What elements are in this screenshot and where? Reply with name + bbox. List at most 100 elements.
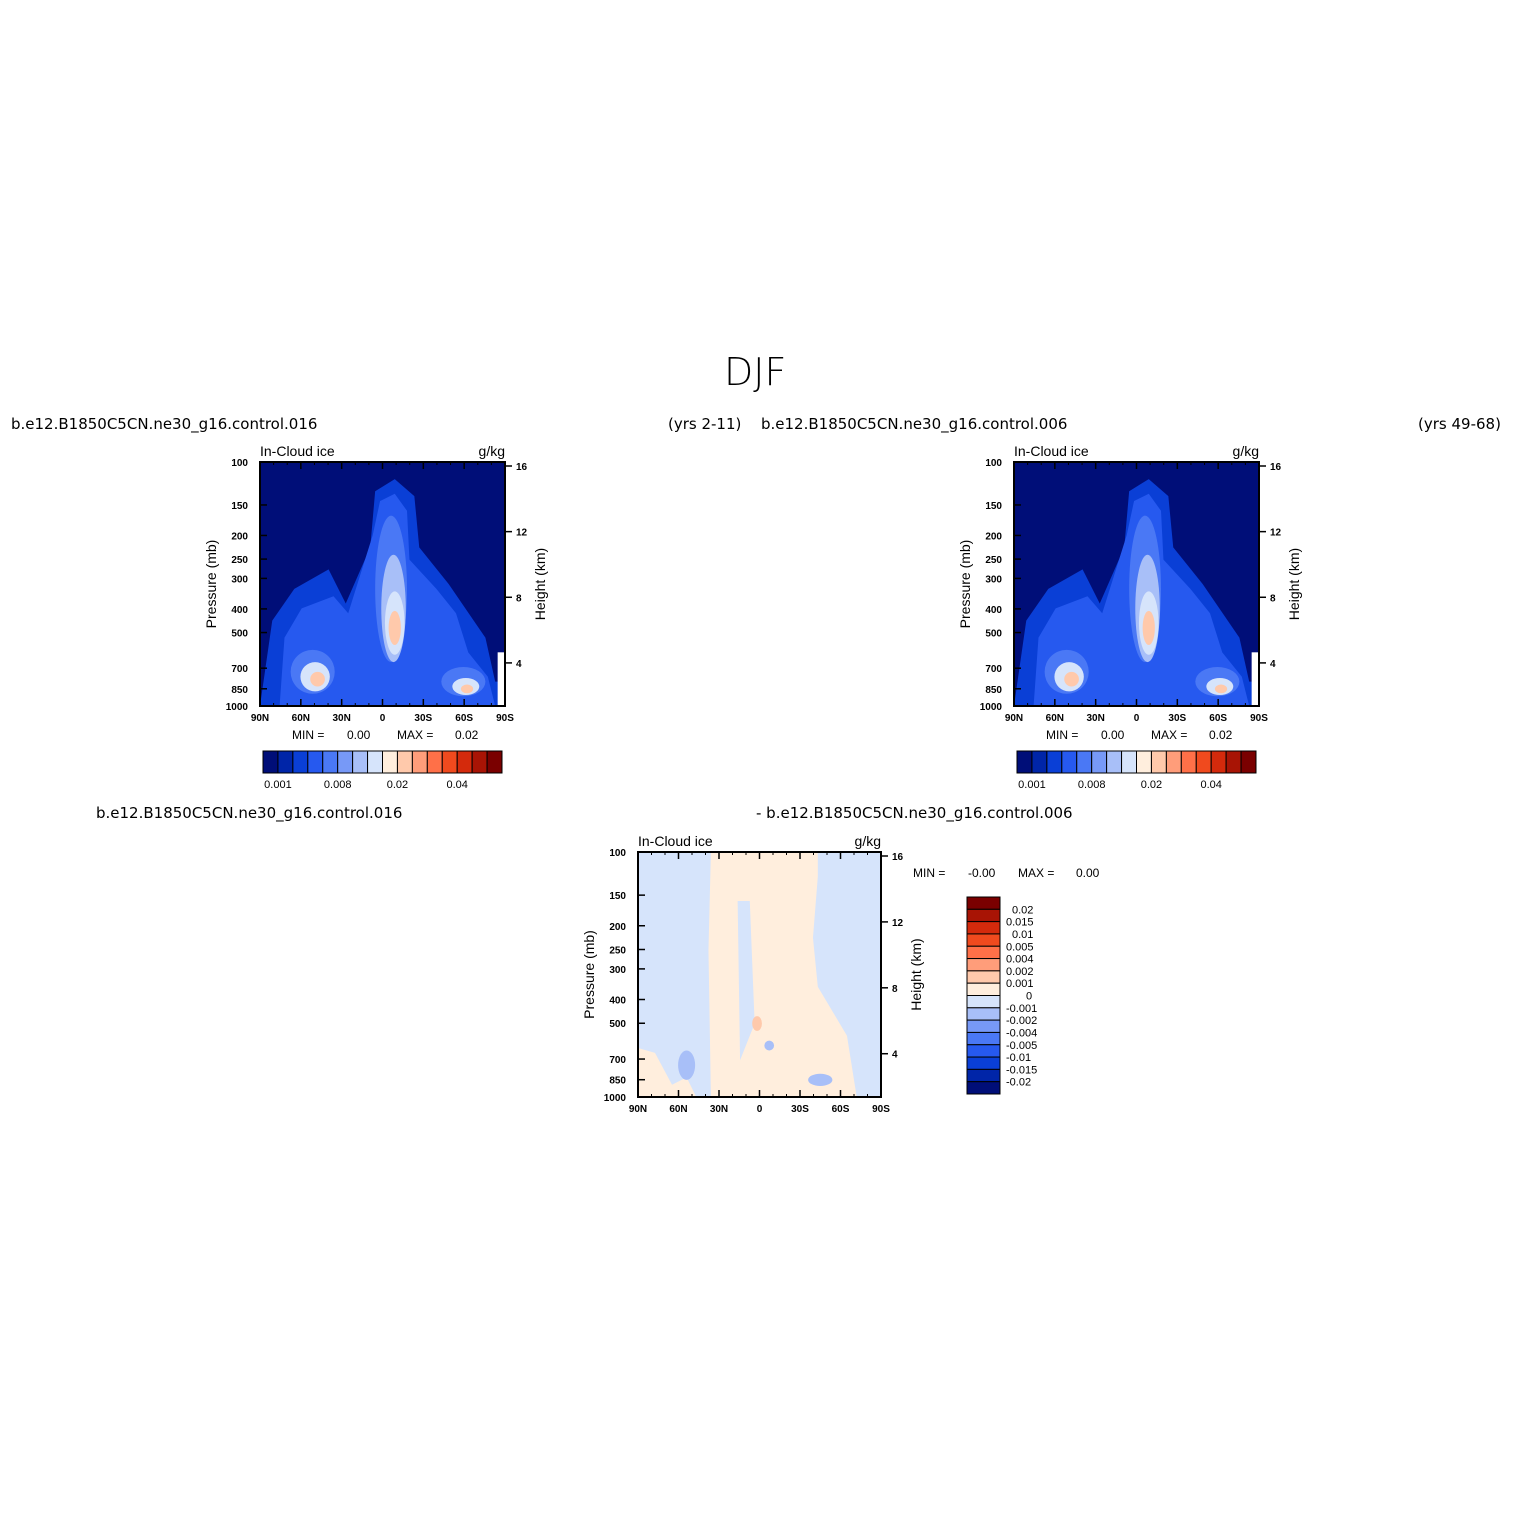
y2-tick-label: 12 — [1270, 528, 1282, 539]
y2-tick-label: 16 — [516, 462, 528, 473]
plot-left-label: In-Cloud ice — [1014, 443, 1089, 459]
y-tick-label: 150 — [985, 501, 1002, 512]
x-tick-label: 30N — [710, 1104, 728, 1115]
plot-left-label: In-Cloud ice — [638, 833, 713, 849]
y2-tick-label: 12 — [892, 918, 904, 929]
y2-tick-label: 16 — [892, 852, 904, 863]
y-tick-label: 400 — [609, 996, 626, 1007]
y-tick-label: 250 — [609, 945, 626, 956]
masked-region — [497, 652, 505, 706]
colorbar-label: 0.015 — [1006, 917, 1034, 929]
y-tick-label: 250 — [231, 555, 248, 566]
y-tick-label: 850 — [609, 1076, 626, 1087]
x-tick-label: 0 — [380, 713, 386, 724]
masked-region — [1251, 652, 1259, 706]
colorbar-label: 0.008 — [1078, 779, 1106, 791]
colorbar-box — [966, 970, 1001, 984]
y2-tick-label: 16 — [1270, 462, 1282, 473]
y-tick-label: 300 — [231, 574, 248, 585]
colorbar-box — [966, 1044, 1001, 1058]
colorbar-label: 0.002 — [1006, 966, 1034, 978]
colorbar-box — [966, 1019, 1001, 1033]
colorbar-box — [966, 896, 1001, 910]
min-label: MIN = — [913, 866, 945, 880]
colorbar-label: 0.02 — [387, 779, 408, 791]
x-tick-label: 90S — [872, 1104, 890, 1115]
top-left-case-label: b.e12.B1850C5CN.ne30_g16.control.016 — [11, 415, 318, 433]
colorbar-label: -0.001 — [1006, 1003, 1037, 1015]
max-value: 0.02 — [1209, 728, 1233, 742]
page-title: DJF — [724, 350, 787, 394]
y-tick-label: 150 — [231, 501, 248, 512]
y-tick-label: 400 — [985, 605, 1002, 616]
max-label: MAX = — [397, 728, 433, 742]
colorbar-label: -0.02 — [1006, 1077, 1031, 1089]
colorbar-label: -0.002 — [1006, 1015, 1037, 1027]
bottom-case-b-label: - b.e12.B1850C5CN.ne30_g16.control.006 — [756, 804, 1073, 822]
x-tick-label: 60S — [455, 713, 473, 724]
y-axis-label: Pressure (mb) — [957, 540, 973, 629]
colorbar-box — [966, 1031, 1001, 1046]
colorbar-label: 0.01 — [1012, 929, 1033, 941]
colorbar-label: 0.008 — [324, 779, 352, 791]
y-tick-label: 1000 — [980, 702, 1003, 713]
colorbar-label: 0.04 — [446, 779, 467, 791]
x-tick-label: 30S — [414, 713, 432, 724]
x-tick-label: 60N — [1046, 713, 1064, 724]
colorbar-box — [966, 1007, 1001, 1021]
x-tick-label: 60S — [1209, 713, 1227, 724]
x-tick-label: 60N — [669, 1104, 687, 1115]
contour-band-10 — [1142, 610, 1155, 645]
y2-axis-label: Height (km) — [908, 938, 924, 1010]
colorbar-label: 0 — [1026, 991, 1032, 1003]
contour-band-10-sh — [460, 684, 474, 694]
min-label: MIN = — [1046, 728, 1078, 742]
x-tick-label: 90N — [251, 713, 269, 724]
y-tick-label: 500 — [609, 1019, 626, 1030]
colorbar-label: 0.005 — [1006, 941, 1034, 953]
y-tick-label: 100 — [231, 458, 248, 469]
y2-axis-label: Height (km) — [1286, 548, 1302, 620]
y-tick-label: 700 — [985, 664, 1002, 675]
y-tick-label: 1000 — [604, 1093, 627, 1104]
y-axis-label: Pressure (mb) — [203, 540, 219, 629]
x-tick-label: 30S — [791, 1104, 809, 1115]
min-value: 0.00 — [347, 728, 371, 742]
plot-right-label: g/kg — [855, 833, 881, 849]
y-axis-label: Pressure (mb) — [581, 930, 597, 1019]
colorbar-box — [486, 750, 503, 774]
min-value: -0.00 — [968, 866, 996, 880]
colorbar-box — [966, 933, 1001, 947]
min-label: MIN = — [292, 728, 324, 742]
x-tick-label: 60S — [832, 1104, 850, 1115]
colorbar-box — [966, 1068, 1001, 1083]
colorbar-label: 0.001 — [1018, 779, 1046, 791]
y-tick-label: 400 — [231, 605, 248, 616]
y-tick-label: 850 — [985, 685, 1002, 696]
colorbar-box — [966, 995, 1001, 1009]
colorbar-box — [966, 908, 1001, 923]
top-left-years-label: (yrs 2-11) — [668, 415, 742, 433]
y-tick-label: 500 — [985, 629, 1002, 640]
contour-band-10-nh — [310, 671, 325, 687]
max-value: 0.02 — [455, 728, 479, 742]
negative-cell-eq — [764, 1040, 775, 1051]
y-tick-label: 200 — [985, 531, 1002, 542]
top-right-case-label: b.e12.B1850C5CN.ne30_g16.control.006 — [761, 415, 1068, 433]
colorbar-box — [966, 958, 1001, 972]
y2-tick-label: 8 — [892, 984, 898, 995]
y2-tick-label: 12 — [516, 528, 528, 539]
colorbar-box — [966, 945, 1001, 960]
colorbar-label: 0.004 — [1006, 954, 1034, 966]
y-tick-label: 1000 — [226, 702, 249, 713]
contour-band-10-nh — [1064, 671, 1079, 687]
colorbar-box — [966, 921, 1001, 935]
y2-tick-label: 8 — [516, 593, 522, 604]
y-tick-label: 150 — [609, 891, 626, 902]
y2-axis-label: Height (km) — [532, 548, 548, 620]
colorbar-label: 0.001 — [264, 779, 292, 791]
x-tick-label: 30N — [1086, 713, 1104, 724]
colorbar-label: 0.04 — [1200, 779, 1221, 791]
bottom-case-a-label: b.e12.B1850C5CN.ne30_g16.control.016 — [96, 804, 403, 822]
